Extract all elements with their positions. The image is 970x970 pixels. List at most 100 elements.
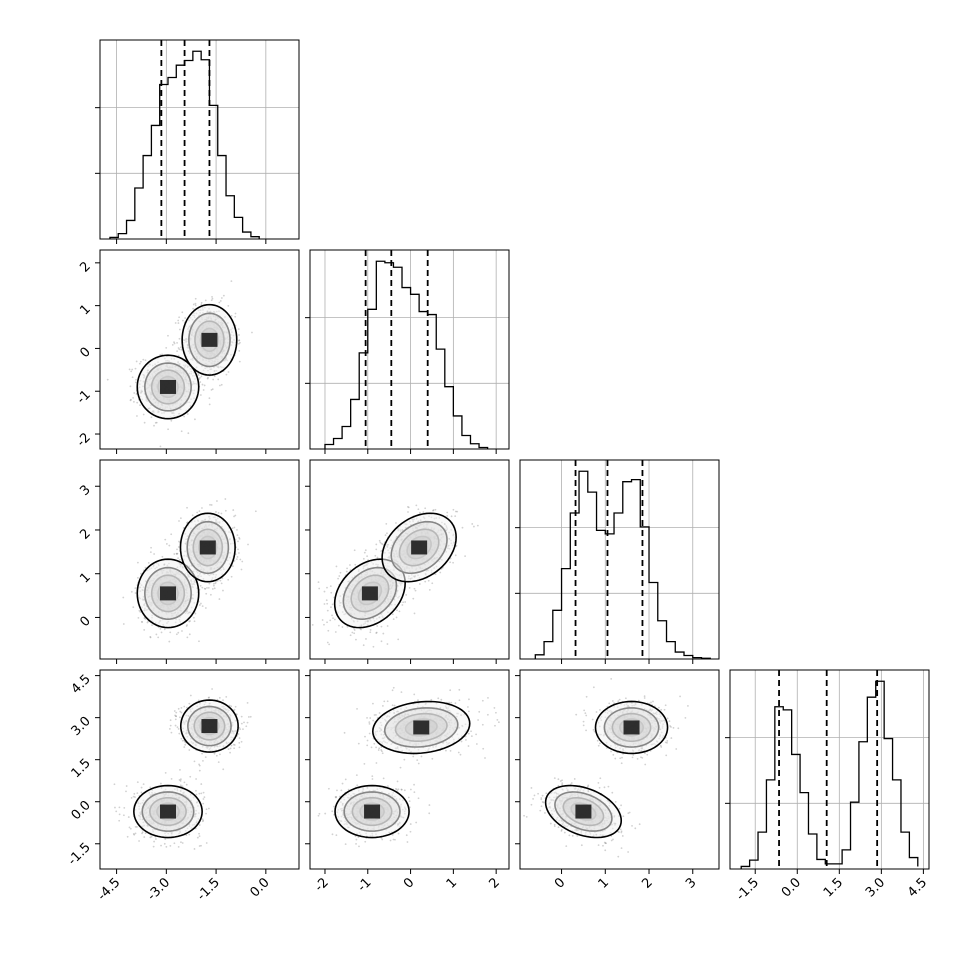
scatter-point [198,833,200,835]
scatter-point [198,374,200,376]
scatter-point [330,585,332,587]
scatter-point [338,575,340,577]
scatter-point [417,508,419,510]
scatter-point [473,526,475,528]
scatter-point [374,555,376,557]
scatter-point [157,636,159,638]
scatter-point [160,783,162,785]
histogram-panel-0 [95,40,299,244]
density-core [160,380,176,394]
scatter-point [218,302,220,304]
scatter-point [199,510,201,512]
scatter-point [206,587,208,589]
scatter-point [331,614,333,616]
scatter-point [209,504,211,506]
scatter-point [202,803,204,805]
scatter-point [365,638,367,640]
scatter-point [432,510,434,512]
density-panel-0-1 [95,250,299,454]
scatter-point [370,629,372,631]
scatter-point [217,379,219,381]
scatter-point [126,785,128,787]
scatter-point [219,385,221,387]
scatter-point [119,806,121,808]
scatter-point [446,515,448,517]
scatter-point [239,538,241,540]
density-panel-0-2 [95,460,299,664]
scatter-point [455,554,457,556]
scatter-point [227,305,229,307]
scatter-point [232,527,234,529]
scatter-point [247,544,249,546]
scatter-point [192,308,194,310]
scatter-point [322,619,324,621]
scatter-point [195,298,197,300]
scatter-point [153,425,155,427]
scatter-point [397,638,399,640]
scatter-point [206,808,208,810]
scatter-point [149,786,151,788]
scatter-point [255,510,257,512]
scatter-point [182,320,184,322]
scatter-point [148,562,150,564]
scatter-point [179,769,181,771]
scatter-point [155,838,157,840]
scatter-point [404,601,406,603]
scatter-point [150,547,152,549]
scatter-point [342,626,344,628]
scatter-point [168,641,170,643]
scatter-point [160,445,162,447]
scatter-point [424,507,426,509]
scatter-point [212,379,214,381]
scatter-point [135,368,137,370]
scatter-point [130,828,132,830]
scatter-point [138,840,140,842]
scatter-point [199,835,201,837]
scatter-point [212,588,214,590]
scatter-point [360,629,362,631]
scatter-point [127,836,129,838]
scatter-point [181,430,183,432]
scatter-point [137,562,139,564]
scatter-point [141,621,143,623]
scatter-point [149,636,151,638]
scatter-point [393,618,395,620]
scatter-point [143,629,145,631]
scatter-point [141,787,143,789]
scatter-point [153,553,155,555]
scatter-point [232,509,234,511]
scatter-point [408,506,410,508]
scatter-point [180,517,182,519]
scatter-point [135,832,137,834]
scatter-point [200,603,202,605]
scatter-point [382,633,384,635]
scatter-point [380,550,382,552]
scatter-point [401,604,403,606]
scatter-point [330,606,332,608]
scatter-point [179,338,181,340]
scatter-point [149,837,151,839]
scatter-point [179,559,181,561]
scatter-point [169,845,171,847]
scatter-point [237,541,239,543]
scatter-point [181,630,183,632]
scatter-point [381,626,383,628]
scatter-point [205,813,207,815]
scatter-point [160,628,162,630]
scatter-point [178,520,180,522]
scatter-point [324,591,326,593]
scatter-point [328,643,330,645]
scatter-point [139,404,141,406]
scatter-point [194,848,196,850]
scatter-point [197,837,199,839]
scatter-point [145,359,147,361]
scatter-point [189,776,191,778]
scatter-point [223,295,225,297]
scatter-point [471,523,473,525]
scatter-point [234,316,236,318]
scatter-point [123,623,125,625]
scatter-point [151,624,153,626]
scatter-point [132,397,134,399]
scatter-point [462,527,464,529]
scatter-point [162,556,164,558]
